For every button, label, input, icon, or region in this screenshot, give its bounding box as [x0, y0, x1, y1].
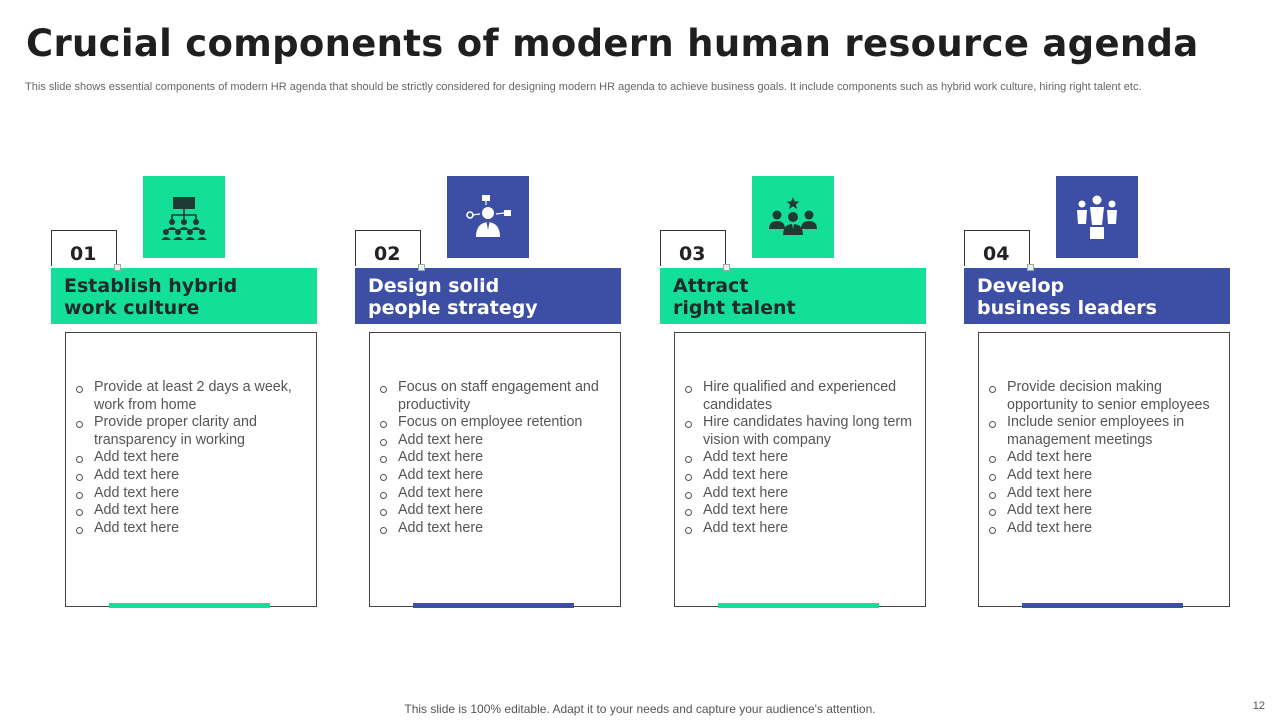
footer-note: This slide is 100% editable. Adapt it to… [404, 702, 876, 716]
bullet-item: Add text here [379, 449, 612, 467]
card-heading-line: work culture [64, 297, 200, 319]
card-heading-line: Design solid [368, 275, 500, 297]
card-heading: Establish hybrid work culture [51, 268, 317, 324]
card-heading-line: Establish hybrid [64, 275, 238, 297]
card-heading-line: business leaders [977, 297, 1157, 319]
bullet-item: Add text here [988, 485, 1221, 503]
bullet-item: Add text here [379, 432, 612, 450]
bullet-item: Focus on employee retention [379, 414, 612, 432]
card-number: 03 [660, 230, 726, 266]
bullet-item: Add text here [379, 502, 612, 520]
connector-dot [1027, 264, 1034, 271]
accent-bar [1022, 603, 1183, 608]
businessman-network-icon [447, 176, 529, 258]
bullet-item: Provide proper clarity and transparency … [75, 414, 308, 449]
card-heading: Develop business leaders [964, 268, 1230, 324]
bullet-item: Add text here [75, 485, 308, 503]
card-body: Provide decision making opportunity to s… [978, 332, 1230, 607]
slide-subtitle: This slide shows essential components of… [25, 81, 1142, 93]
bullet-item: Add text here [379, 485, 612, 503]
bullet-list: Hire qualified and experienced candidate… [675, 333, 925, 537]
bullet-item: Add text here [988, 449, 1221, 467]
bullet-item: Add text here [988, 502, 1221, 520]
connector-dot [114, 264, 121, 271]
bullet-item: Include senior employees in management m… [988, 414, 1221, 449]
connector-dot [418, 264, 425, 271]
component-card: 04 Develop business leaders Provide deci… [964, 176, 1230, 608]
bullet-item: Add text here [75, 502, 308, 520]
component-card: 01 Establish hybrid work culture Provide… [51, 176, 317, 608]
bullet-item: Add text here [684, 467, 917, 485]
accent-bar [413, 603, 574, 608]
bullet-item: Add text here [684, 485, 917, 503]
bullet-item: Add text here [684, 449, 917, 467]
bullet-list: Focus on staff engagement and productivi… [370, 333, 620, 537]
bullet-list: Provide at least 2 days a week, work fro… [66, 333, 316, 537]
card-heading-line: Attract [673, 275, 749, 297]
bullet-list: Provide decision making opportunity to s… [979, 333, 1229, 537]
star-talent-group-icon [752, 176, 834, 258]
card-body: Provide at least 2 days a week, work fro… [65, 332, 317, 607]
card-heading-line: people strategy [368, 297, 538, 319]
bullet-item: Focus on staff engagement and productivi… [379, 379, 612, 414]
card-heading: Attract right talent [660, 268, 926, 324]
bullet-item: Add text here [379, 467, 612, 485]
bullet-item: Hire candidates having long term vision … [684, 414, 917, 449]
page-number: 12 [1252, 700, 1265, 712]
bullet-item: Add text here [684, 520, 917, 538]
card-heading: Design solid people strategy [355, 268, 621, 324]
hierarchy-team-icon [143, 176, 225, 258]
bullet-item: Add text here [75, 467, 308, 485]
component-card: 03 Attract right talent Hire qualified a… [660, 176, 926, 608]
card-number: 02 [355, 230, 421, 266]
connector-dot [723, 264, 730, 271]
accent-bar [718, 603, 879, 608]
bullet-item: Provide decision making opportunity to s… [988, 379, 1221, 414]
leader-podium-icon [1056, 176, 1138, 258]
bullet-item: Add text here [988, 520, 1221, 538]
bullet-item: Add text here [75, 520, 308, 538]
bullet-item: Add text here [75, 449, 308, 467]
card-body: Hire qualified and experienced candidate… [674, 332, 926, 607]
slide-title: Crucial components of modern human resou… [26, 22, 1199, 65]
card-heading-line: Develop [977, 275, 1065, 297]
bullet-item: Provide at least 2 days a week, work fro… [75, 379, 308, 414]
bullet-item: Add text here [379, 520, 612, 538]
card-heading-line: right talent [673, 297, 796, 319]
bullet-item: Hire qualified and experienced candidate… [684, 379, 917, 414]
accent-bar [109, 603, 270, 608]
bullet-item: Add text here [988, 467, 1221, 485]
bullet-item: Add text here [684, 502, 917, 520]
component-card: 02 Design solid people strategy Focus on… [355, 176, 621, 608]
card-number: 04 [964, 230, 1030, 266]
card-body: Focus on staff engagement and productivi… [369, 332, 621, 607]
card-number: 01 [51, 230, 117, 266]
